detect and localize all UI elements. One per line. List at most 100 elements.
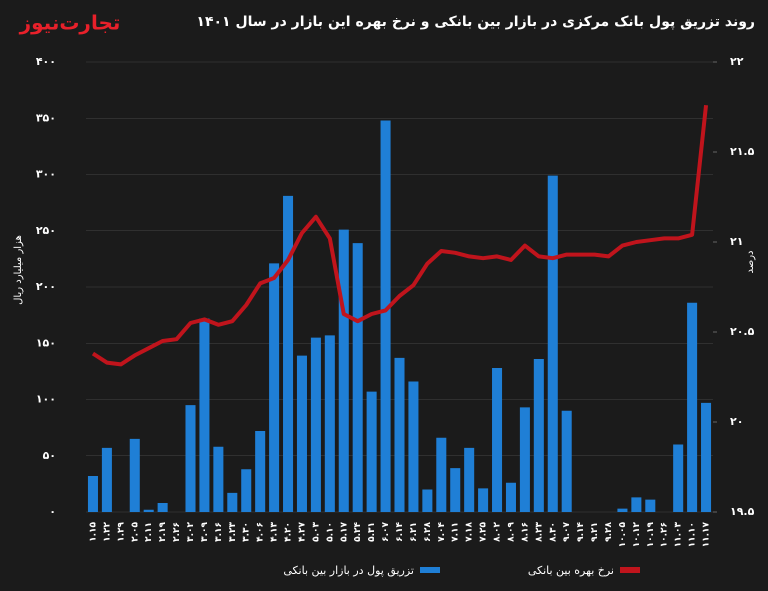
x-tick-label: ۵.۳۱ [367, 522, 377, 542]
y-tick-label: ۲۵۰ [36, 224, 56, 237]
bar [631, 497, 642, 512]
bar [450, 468, 461, 512]
bar [199, 318, 210, 512]
bar [464, 447, 475, 512]
x-tick-label: ۳.۰۲ [186, 522, 196, 542]
bar [561, 410, 572, 512]
bar [213, 446, 224, 512]
y-tick-label: ۱۵۰ [36, 336, 56, 349]
bar [519, 407, 530, 512]
y-axis-label: هزار میلیارد ریال [13, 235, 24, 305]
x-tick-label: ۵.۲۴ [353, 522, 363, 542]
x-tick-label: ۹.۲۱ [590, 522, 600, 542]
bar [673, 444, 684, 512]
bar [533, 359, 544, 512]
legend-swatch [620, 567, 640, 573]
bar [157, 503, 168, 512]
x-tick-label: ۴.۱۳ [270, 522, 280, 542]
bar [185, 405, 196, 512]
x-tick-label: ۱.۲۹ [116, 522, 126, 542]
x-tick-label: ۱۱.۱۷ [702, 522, 712, 548]
y-tick-label: ۵۰ [43, 449, 56, 462]
bar [269, 263, 280, 512]
line [91, 104, 709, 367]
x-tick-label: ۲.۱۹ [158, 522, 168, 542]
bar [338, 229, 349, 512]
bar [547, 175, 558, 512]
x-tick-label: ۸.۰۲ [493, 522, 503, 542]
y-tick-label: ۰ [49, 505, 56, 518]
x-tick-label: ۸.۳۰ [548, 522, 558, 542]
y-tick-label: ۳۰۰ [36, 168, 56, 181]
x-tick-label: ۴.۲۰ [284, 522, 294, 542]
bar [296, 355, 307, 512]
y-tick-label: ۱۰۰ [36, 393, 56, 406]
bar [492, 368, 503, 512]
bar [366, 391, 377, 512]
y2-axis-label: درصد [745, 250, 756, 273]
x-tick-label: ۸.۲۳ [534, 522, 544, 542]
x-tick-label: ۵.۱۰ [325, 522, 335, 542]
bar [310, 337, 321, 512]
bar [227, 492, 238, 512]
legend-label: نرخ بهره بین بانکی [528, 564, 614, 577]
x-tick-label: ۷.۱۸ [465, 522, 475, 542]
bar [505, 482, 516, 512]
y2-tick-label: ۲۰ [730, 415, 743, 428]
x-tick-label: ۷.۱۱ [451, 522, 461, 542]
x-tick-label: ۱.۱۵ [88, 522, 98, 542]
x-tick-label: ۳.۳۰ [242, 522, 252, 542]
x-tick-label: ۶.۰۷ [381, 522, 391, 542]
bar [143, 509, 154, 512]
x-tick-label: ۹.۰۷ [562, 522, 572, 542]
x-tick-label: ۱۰.۱۲ [632, 522, 642, 548]
bar [436, 437, 447, 512]
bar [352, 243, 363, 512]
x-tick-label: ۸.۱۶ [520, 522, 530, 542]
bar [701, 402, 712, 512]
x-tick-label: ۱۱.۰۳ [674, 522, 684, 548]
x-tick-label: ۱۰.۲۶ [660, 522, 670, 547]
bar [394, 357, 405, 512]
x-tick-label: ۱۱.۱۰ [688, 522, 698, 547]
x-tick-label: ۹.۱۴ [576, 522, 586, 542]
bar [645, 499, 656, 512]
y-tick-label: ۲۰۰ [36, 280, 56, 293]
x-tick-label: ۱.۲۲ [102, 522, 112, 542]
logo: تجارت‌نیوز [19, 11, 121, 35]
x-tick-label: ۵.۱۷ [339, 522, 349, 542]
y-tick-label: ۳۵۰ [36, 111, 56, 124]
chart-title: روند تزریق پول بانک مرکزی در بازار بین ب… [196, 14, 755, 30]
x-tick-label: ۳.۲۳ [228, 522, 238, 542]
x-tick-label: ۳.۱۶ [214, 522, 224, 542]
x-tick-label: ۲.۱۱ [144, 522, 154, 542]
x-tick-label: ۴.۲۷ [297, 522, 307, 542]
y-tick-label: ۴۰۰ [36, 55, 56, 68]
bar [408, 381, 419, 512]
y2-tick-label: ۲۰.۵ [730, 325, 755, 338]
bar [241, 469, 252, 512]
bar [255, 431, 266, 512]
x-tick-label: ۶.۲۱ [409, 522, 419, 542]
bar [129, 438, 140, 512]
legend-swatch [420, 567, 440, 573]
legend-label: تزریق پول در بازار بین بانکی [283, 564, 414, 578]
bar [324, 335, 335, 512]
x-tick-label: ۱۰.۱۹ [646, 522, 656, 548]
bar [380, 120, 391, 512]
x-tick-label: ۶.۲۸ [423, 522, 433, 542]
y2-tick-label: ۲۱ [730, 235, 743, 248]
bar [617, 508, 628, 512]
x-tick-label: ۱۰.۰۵ [618, 522, 628, 548]
x-tick-label: ۷.۲۵ [479, 522, 489, 542]
bar [87, 476, 98, 512]
x-tick-label: ۹.۲۸ [604, 522, 614, 542]
bar [422, 489, 433, 512]
bar [478, 488, 489, 512]
y2-tick-label: ۲۲ [730, 55, 744, 68]
x-tick-label: ۵.۰۳ [311, 522, 321, 542]
bar [101, 447, 112, 512]
y2-tick-label: ۱۹.۵ [730, 505, 755, 518]
bar [283, 195, 294, 512]
